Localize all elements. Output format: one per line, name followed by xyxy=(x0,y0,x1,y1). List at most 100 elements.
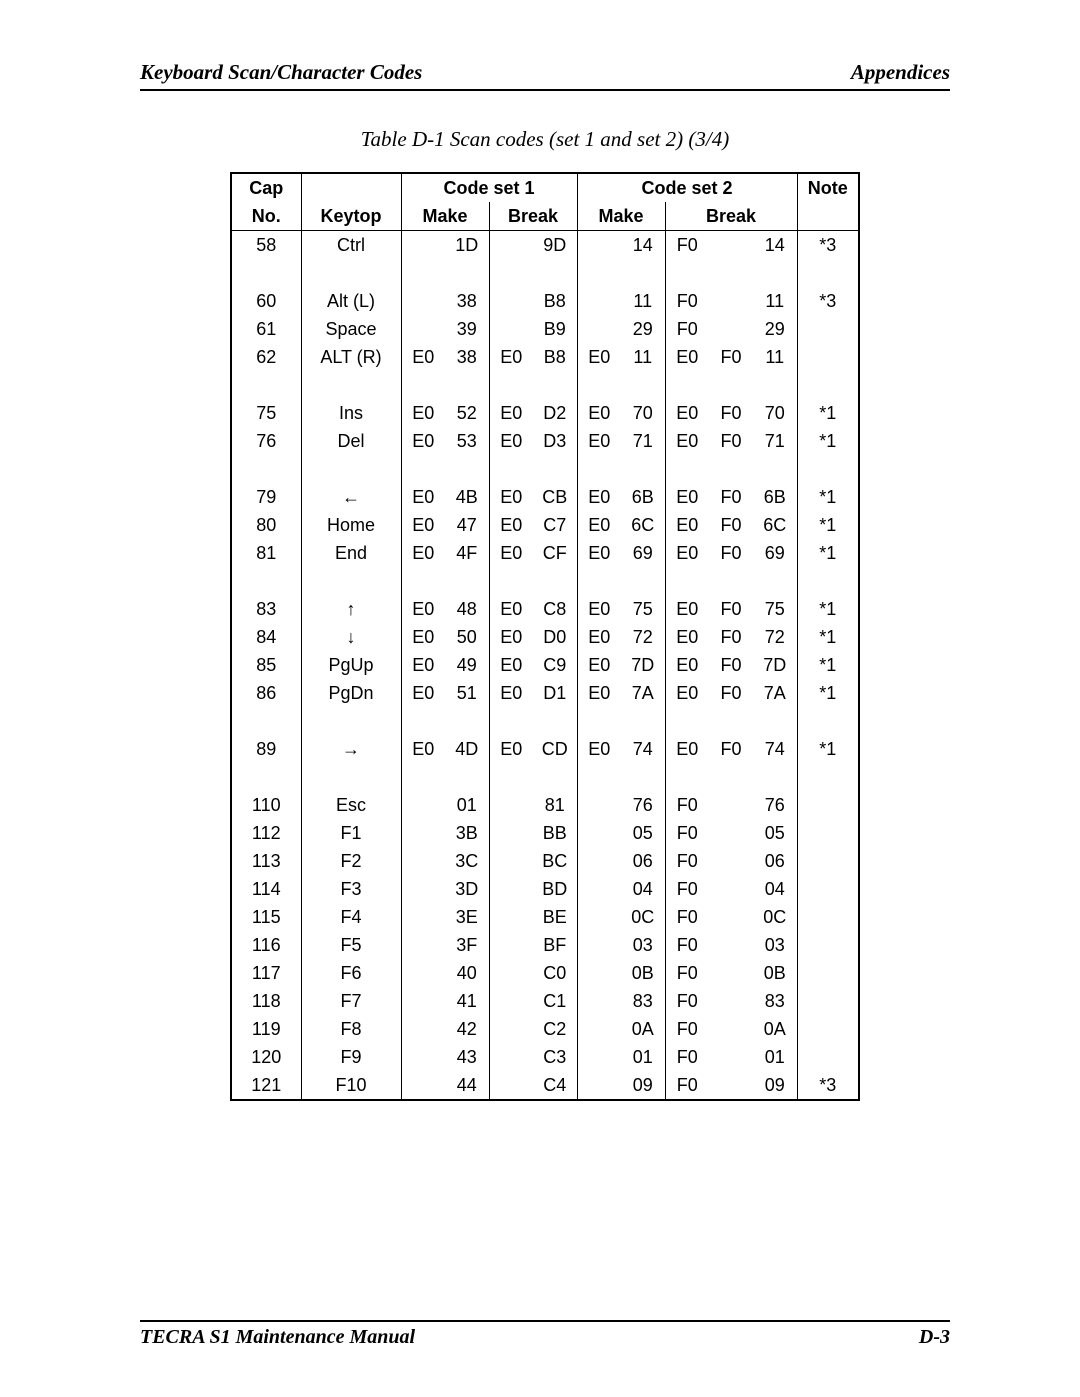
table-header-row-2: No. Keytop Make Break Make Break xyxy=(231,202,859,231)
cell-empty xyxy=(401,371,445,399)
cell-b2c: 83 xyxy=(753,987,797,1015)
cell-no: 80 xyxy=(231,511,301,539)
cell-no: 75 xyxy=(231,399,301,427)
cell-m2a: E0 xyxy=(577,399,621,427)
cell-m1b: 39 xyxy=(445,315,489,343)
cell-m1a xyxy=(401,315,445,343)
cell-empty xyxy=(753,371,797,399)
cell-note: *3 xyxy=(797,1071,859,1100)
cell-m2b: 04 xyxy=(621,875,665,903)
cell-b1a: E0 xyxy=(489,623,533,651)
cell-b2a: E0 xyxy=(665,343,709,371)
cell-b2a: F0 xyxy=(665,959,709,987)
cell-empty xyxy=(231,763,301,791)
cell-b2a: F0 xyxy=(665,931,709,959)
cell-note xyxy=(797,959,859,987)
cell-m2b: 69 xyxy=(621,539,665,567)
cell-key: Del xyxy=(301,427,401,455)
cell-m2b: 05 xyxy=(621,819,665,847)
cell-b1a xyxy=(489,1071,533,1100)
cell-b2c: 69 xyxy=(753,539,797,567)
cell-m2b: 74 xyxy=(621,735,665,763)
cell-key: F10 xyxy=(301,1071,401,1100)
table-body: 58Ctrl1D9D14F014*360Alt (L)38B811F011*36… xyxy=(231,231,859,1101)
th-note: Note xyxy=(797,173,859,202)
cell-no: 118 xyxy=(231,987,301,1015)
cell-m2a: E0 xyxy=(577,343,621,371)
cell-b2b: F0 xyxy=(709,679,753,707)
cell-empty xyxy=(577,707,621,735)
cell-b2a: E0 xyxy=(665,651,709,679)
cell-no: 116 xyxy=(231,931,301,959)
cell-b2a: F0 xyxy=(665,875,709,903)
cell-empty xyxy=(489,371,533,399)
cell-empty xyxy=(621,371,665,399)
cell-b2c: 09 xyxy=(753,1071,797,1100)
cell-m1a: E0 xyxy=(401,399,445,427)
cell-empty xyxy=(577,371,621,399)
cell-empty xyxy=(533,763,577,791)
cell-b2b xyxy=(709,315,753,343)
page: Keyboard Scan/Character Codes Appendices… xyxy=(0,0,1080,1397)
cell-empty xyxy=(577,763,621,791)
cell-b2b: F0 xyxy=(709,483,753,511)
cell-m2a xyxy=(577,231,621,260)
cell-note: *3 xyxy=(797,287,859,315)
cell-m2a xyxy=(577,875,621,903)
cell-b2c: 01 xyxy=(753,1043,797,1071)
cell-note xyxy=(797,847,859,875)
cell-empty xyxy=(797,567,859,595)
cell-b1a xyxy=(489,959,533,987)
cell-m2b: 11 xyxy=(621,287,665,315)
table-row: 81EndE04FE0CFE069E0F069*1 xyxy=(231,539,859,567)
cell-empty xyxy=(665,455,709,483)
cell-m2b: 29 xyxy=(621,315,665,343)
cell-note xyxy=(797,791,859,819)
cell-m2b: 14 xyxy=(621,231,665,260)
cell-empty xyxy=(577,567,621,595)
cell-empty xyxy=(445,259,489,287)
cell-m1b: 42 xyxy=(445,1015,489,1043)
cell-empty xyxy=(709,763,753,791)
table-row: 80HomeE047E0C7E06CE0F06C*1 xyxy=(231,511,859,539)
cell-m1b: 38 xyxy=(445,343,489,371)
cell-b2b: F0 xyxy=(709,343,753,371)
cell-m2b: 11 xyxy=(621,343,665,371)
cell-m1a xyxy=(401,1015,445,1043)
cell-empty xyxy=(665,259,709,287)
cell-m1b: 52 xyxy=(445,399,489,427)
cell-note xyxy=(797,931,859,959)
cell-key: F5 xyxy=(301,931,401,959)
cell-b1a: E0 xyxy=(489,427,533,455)
table-row: 86PgDnE051E0D1E07AE0F07A*1 xyxy=(231,679,859,707)
cell-no: 121 xyxy=(231,1071,301,1100)
cell-b2a: F0 xyxy=(665,1071,709,1100)
cell-empty xyxy=(621,455,665,483)
cell-m1b: 3D xyxy=(445,875,489,903)
cell-m2b: 83 xyxy=(621,987,665,1015)
cell-no: 115 xyxy=(231,903,301,931)
cell-b2a: F0 xyxy=(665,903,709,931)
cell-m1a xyxy=(401,875,445,903)
cell-m2a: E0 xyxy=(577,623,621,651)
cell-empty xyxy=(533,567,577,595)
cell-b1a xyxy=(489,875,533,903)
cell-no: 81 xyxy=(231,539,301,567)
cell-empty xyxy=(489,707,533,735)
cell-b1a: E0 xyxy=(489,483,533,511)
cell-m2a: E0 xyxy=(577,483,621,511)
cell-m2a xyxy=(577,959,621,987)
cell-b2c: 11 xyxy=(753,287,797,315)
cell-m1a: E0 xyxy=(401,735,445,763)
th-no: No. xyxy=(231,202,301,231)
cell-b2c: 29 xyxy=(753,315,797,343)
cell-note: *1 xyxy=(797,679,859,707)
cell-b2b: F0 xyxy=(709,623,753,651)
table-gap-row xyxy=(231,567,859,595)
cell-empty xyxy=(797,455,859,483)
cell-b1a xyxy=(489,287,533,315)
page-header: Keyboard Scan/Character Codes Appendices xyxy=(140,60,950,91)
cell-note: *1 xyxy=(797,623,859,651)
th-make2: Make xyxy=(577,202,665,231)
cell-m1b: 1D xyxy=(445,231,489,260)
